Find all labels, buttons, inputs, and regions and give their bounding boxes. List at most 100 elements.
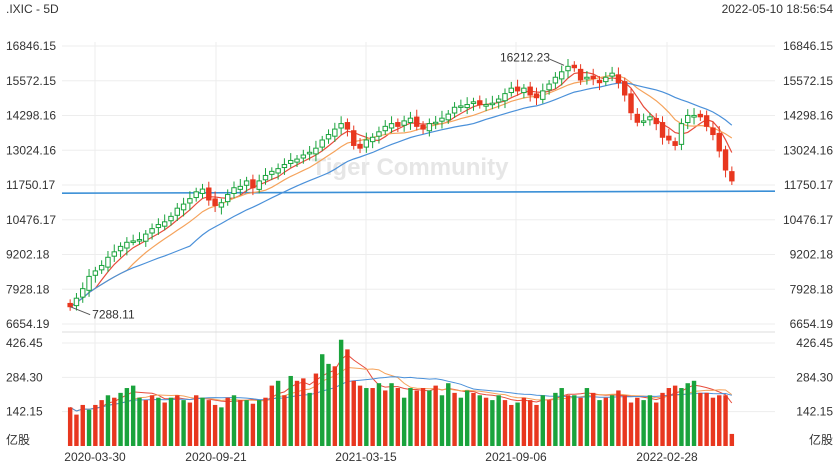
candle-body — [540, 90, 546, 100]
volume-bar — [414, 390, 419, 446]
volume-bar — [641, 400, 646, 446]
candle-body — [470, 101, 477, 104]
volume-bar — [408, 388, 413, 446]
volume-bar — [105, 395, 111, 446]
candle-body — [609, 72, 615, 77]
volume-bar — [175, 395, 180, 446]
price-tick-label-right: 6654.19 — [790, 317, 834, 331]
candle-body — [98, 264, 105, 271]
volume-bar — [679, 388, 684, 446]
volume-bar — [206, 400, 211, 446]
candle-body — [729, 171, 735, 182]
price-tick-label-left: 6654.19 — [6, 317, 50, 331]
volume-bar — [99, 400, 104, 446]
price-tick-label-right: 7928.18 — [790, 282, 834, 296]
volume-bar — [80, 404, 85, 446]
candle-body — [187, 198, 193, 204]
volume-bar — [263, 397, 268, 446]
volume-bar — [546, 400, 552, 446]
candle-body — [351, 130, 357, 146]
price-tick-label-left: 7928.18 — [6, 282, 50, 296]
candle-body — [577, 68, 584, 81]
candle-body — [483, 104, 489, 107]
candle-body — [338, 123, 344, 129]
volume-bar — [269, 385, 275, 446]
candle-body — [262, 174, 269, 181]
candle-body — [281, 164, 288, 169]
volume-bar — [370, 388, 375, 446]
price-annotations: 16212.23 7288.11 — [69, 50, 565, 322]
candle-body — [502, 93, 508, 102]
candle-body — [275, 168, 281, 174]
candle-body — [584, 76, 590, 80]
volume-bar — [338, 339, 344, 446]
candle-body — [489, 102, 496, 106]
volume-bar — [200, 397, 205, 446]
candle-body — [420, 124, 426, 130]
volume-bar — [282, 395, 287, 446]
candle-body — [477, 100, 483, 106]
volume-bar — [572, 395, 577, 446]
candle-body — [395, 122, 401, 127]
volume-bar — [691, 380, 697, 446]
candle-body — [218, 202, 225, 208]
volume-bar — [534, 404, 539, 446]
volume-bar — [578, 397, 583, 446]
candle-body — [369, 136, 376, 143]
volume-bar — [118, 392, 123, 446]
volume-bar — [717, 395, 722, 446]
volume-bar — [622, 395, 627, 446]
volume-bar — [67, 407, 73, 446]
volume-bar — [383, 390, 388, 446]
volume-bar — [351, 380, 356, 446]
volume-bar — [86, 409, 92, 446]
volume-bar — [654, 402, 659, 446]
volume-bar — [345, 349, 350, 446]
candle-body — [426, 123, 433, 132]
volume-bar — [288, 375, 293, 446]
candle-body — [269, 170, 275, 175]
candle-body — [622, 81, 628, 96]
volume-bar — [483, 397, 489, 446]
volume-bar — [401, 397, 407, 446]
volume-bar — [540, 395, 545, 446]
candle-body — [80, 288, 86, 298]
volume-moving-average-line — [69, 354, 733, 412]
volume-bar — [231, 395, 237, 446]
volume-tick-label-right: 426.45 — [796, 336, 833, 350]
volume-bar — [685, 383, 690, 446]
candle-body — [678, 123, 685, 145]
volume-bar — [395, 388, 401, 446]
candle-body — [294, 158, 300, 163]
volume-bar — [565, 395, 571, 446]
volume-bar — [603, 397, 609, 446]
candle-body — [73, 297, 80, 307]
candle-body — [445, 113, 451, 121]
symbol-label: .IXIC - 5D — [6, 2, 59, 16]
volume-bar — [609, 395, 615, 446]
candle-body — [414, 116, 420, 127]
candle-body — [546, 83, 552, 91]
volume-bar — [187, 402, 193, 446]
candle-body — [243, 180, 250, 186]
volume-bar — [647, 395, 653, 446]
candle-body — [666, 135, 672, 141]
candle-body — [256, 180, 262, 190]
volume-bar — [597, 400, 602, 446]
volume-bar — [149, 395, 155, 446]
price-tick-label-left: 16846.15 — [6, 39, 56, 53]
candlesticks — [67, 58, 735, 311]
volume-bar — [313, 373, 319, 446]
timestamp: 2022-05-10 18:56:54 — [721, 2, 833, 16]
candle-body — [382, 125, 388, 132]
volume-moving-average-line — [69, 376, 732, 412]
date-tick-label: 2021-09-06 — [485, 450, 547, 464]
volume-bar — [521, 397, 527, 446]
volume-bar — [193, 395, 199, 446]
volume-bar — [357, 385, 363, 446]
volume-bar — [307, 392, 312, 446]
candle-body — [111, 251, 117, 257]
candle-body — [180, 203, 187, 211]
volume-bar — [137, 397, 142, 446]
